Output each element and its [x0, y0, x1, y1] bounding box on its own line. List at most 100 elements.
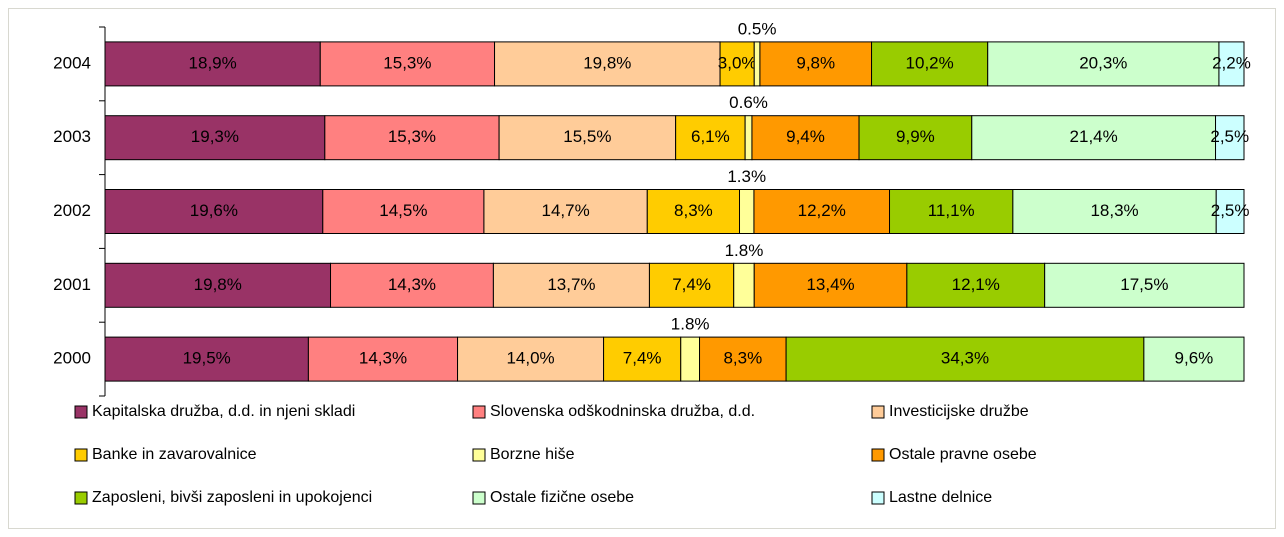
bar-segment	[104, 262, 332, 308]
data-label: 12,2%	[798, 201, 846, 220]
legend-label: Investicijske družbe	[889, 403, 1029, 420]
bar-segment	[1143, 336, 1245, 382]
data-label: 18,9%	[189, 53, 237, 72]
data-label: 9,9%	[896, 127, 935, 146]
bar-segment	[753, 189, 891, 234]
data-label: 1.3%	[727, 167, 766, 186]
data-label: 10,2%	[906, 53, 954, 72]
data-label: 13,4%	[806, 275, 854, 294]
bar-segment	[104, 336, 309, 382]
bar-segment	[648, 262, 735, 308]
data-label: 0.5%	[738, 19, 777, 38]
legend-swatch	[472, 448, 486, 462]
data-label: 2,5%	[1211, 201, 1250, 220]
legend-swatch	[472, 491, 486, 505]
y-tick-label: 2002	[53, 201, 91, 220]
legend-label: Ostale pravne osebe	[889, 446, 1037, 463]
legend-label: Kapitalska družba, d.d. in njeni skladi	[92, 403, 355, 420]
bar-segment	[603, 336, 682, 382]
bar-segment	[322, 189, 485, 234]
bar-segment	[753, 262, 908, 308]
data-label: 7,4%	[672, 275, 711, 294]
data-label: 6,1%	[691, 127, 730, 146]
data-label: 14,7%	[541, 201, 589, 220]
bar-segment	[1218, 41, 1245, 87]
legend-swatch	[472, 405, 486, 419]
legend-swatch	[871, 448, 885, 462]
data-label: 15,3%	[388, 127, 436, 146]
bar-segment	[498, 115, 677, 161]
bar-segment	[646, 189, 741, 234]
bar-segment	[971, 115, 1217, 161]
data-label: 14,3%	[359, 349, 407, 368]
data-label: 3,0%	[718, 53, 757, 72]
data-label: 8,3%	[723, 349, 762, 368]
bar-segment	[699, 336, 787, 382]
bar-segment	[1215, 189, 1245, 234]
legend-swatch	[74, 491, 88, 505]
data-label: 19,3%	[191, 127, 239, 146]
data-label: 8,3%	[674, 201, 713, 220]
data-label: 19,8%	[583, 53, 631, 72]
bar-segment	[492, 262, 650, 308]
data-label: 14,5%	[379, 201, 427, 220]
bar-segment	[680, 336, 701, 382]
data-label: 19,5%	[183, 349, 231, 368]
legend-label: Banke in zavarovalnice	[92, 446, 257, 463]
data-label: 21,4%	[1070, 127, 1118, 146]
data-label: 17,5%	[1120, 275, 1168, 294]
bar-segment	[753, 41, 761, 87]
bar-segment	[1012, 189, 1217, 234]
bar-segment	[675, 115, 746, 161]
data-label: 0.6%	[729, 93, 768, 112]
data-label: 11,1%	[928, 201, 975, 220]
bar-segment	[858, 115, 973, 161]
legend-label: Slovenska odškodninska družba, d.d.	[490, 403, 755, 420]
bar-segment	[744, 115, 753, 161]
data-label: 34,3%	[941, 349, 989, 368]
data-label: 1.8%	[725, 241, 764, 260]
y-tick-label: 2004	[53, 53, 91, 72]
data-label: 15,3%	[383, 53, 431, 72]
legend-swatch	[871, 491, 885, 505]
bar-segment	[494, 41, 721, 87]
bar-segment	[719, 41, 755, 87]
bar-segment	[104, 41, 321, 87]
y-tick-label: 2003	[53, 127, 91, 146]
legend-label: Lastne delnice	[889, 489, 992, 506]
legend-label: Borzne hiše	[490, 446, 575, 463]
data-label: 9,8%	[796, 53, 835, 72]
bar-segment	[1044, 262, 1245, 308]
data-label: 20,3%	[1079, 53, 1127, 72]
bar-segment	[739, 189, 755, 234]
data-label: 2,5%	[1210, 127, 1249, 146]
data-label: 19,6%	[190, 201, 238, 220]
data-label: 9,4%	[786, 127, 825, 146]
data-label: 2,2%	[1212, 53, 1251, 72]
bar-segment	[319, 41, 496, 87]
bar-segment	[751, 115, 860, 161]
data-label: 19,8%	[194, 275, 242, 294]
data-label: 12,1%	[952, 275, 1000, 294]
bar-segment	[324, 115, 500, 161]
data-label: 15,5%	[563, 127, 611, 146]
legend-swatch	[74, 405, 88, 419]
data-label: 14,3%	[388, 275, 436, 294]
bar-segment	[759, 41, 873, 87]
y-tick-label: 2001	[53, 275, 91, 294]
bar-segment	[889, 189, 1014, 234]
bar-segment	[457, 336, 605, 382]
bar-segment	[307, 336, 459, 382]
data-label: 7,4%	[623, 349, 662, 368]
bar-segment	[483, 189, 648, 234]
data-label: 9,6%	[1175, 349, 1214, 368]
bar-segment	[1215, 115, 1245, 161]
bar-segment	[733, 262, 755, 308]
legend-label: Zaposleni, bivši zaposleni in upokojenci	[92, 489, 372, 506]
y-tick-label: 2000	[53, 349, 91, 368]
legend-swatch	[74, 448, 88, 462]
data-label: 13,7%	[547, 275, 595, 294]
data-label: 18,3%	[1090, 201, 1138, 220]
legend-label: Ostale fizične osebe	[490, 489, 634, 506]
